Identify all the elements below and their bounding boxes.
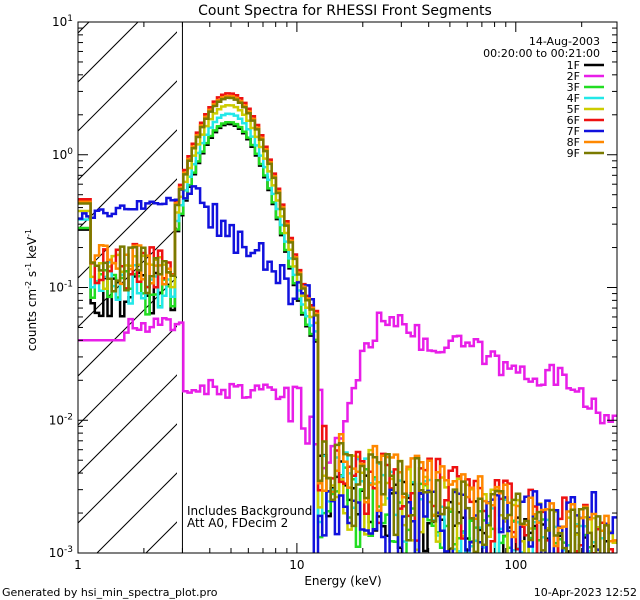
x-axis-label: Energy (keV) [304,574,381,588]
hatch-line [78,31,177,132]
hatch-line [78,22,90,34]
y-tick-label: 10-1 [49,280,73,295]
legend-label-5F: 5F [567,103,580,116]
hatch-line [78,80,177,181]
series-line-5F [78,104,617,553]
generated-by-label: Generated by hsi_min_spectra_plot.pro [2,586,218,599]
y-tick-label: 100 [52,147,73,162]
hatch-line [78,227,177,328]
legend-label-3F: 3F [567,81,580,94]
x-tick-label: 100 [504,558,527,572]
legend-label-4F: 4F [567,92,580,105]
time-range-label: 00:20:00 to 00:21:00 [483,47,600,60]
hatch-line [78,374,177,475]
timestamp-label: 10-Apr-2023 12:52 [534,586,637,599]
x-tick-label: 10 [289,558,304,572]
hatch-line [78,423,177,524]
legend-label-9F: 9F [567,147,580,160]
y-tick-label: 10-2 [49,412,73,427]
legend-label-1F: 1F [567,59,580,72]
legend-label-2F: 2F [567,70,580,83]
chart-title: Count Spectra for RHESSI Front Segments [198,3,492,19]
series-line-9F [78,96,610,553]
legend-label-8F: 8F [567,136,580,149]
legend-label-6F: 6F [567,114,580,127]
x-tick-label: 1 [74,558,82,572]
y-axis-label: counts cm-2 s-1 keV-1 [24,229,39,351]
y-tick-label: 10-3 [49,545,73,560]
legend-label-7F: 7F [567,125,580,138]
y-tick-label: 101 [52,14,73,29]
date-label: 14-Aug-2003 [529,35,600,48]
annotation-background: Includes Background [187,504,312,518]
series-line-7F [78,185,617,553]
annotation-attenuator: Att A0, FDecim 2 [187,516,288,530]
series-line-2F [78,311,617,470]
